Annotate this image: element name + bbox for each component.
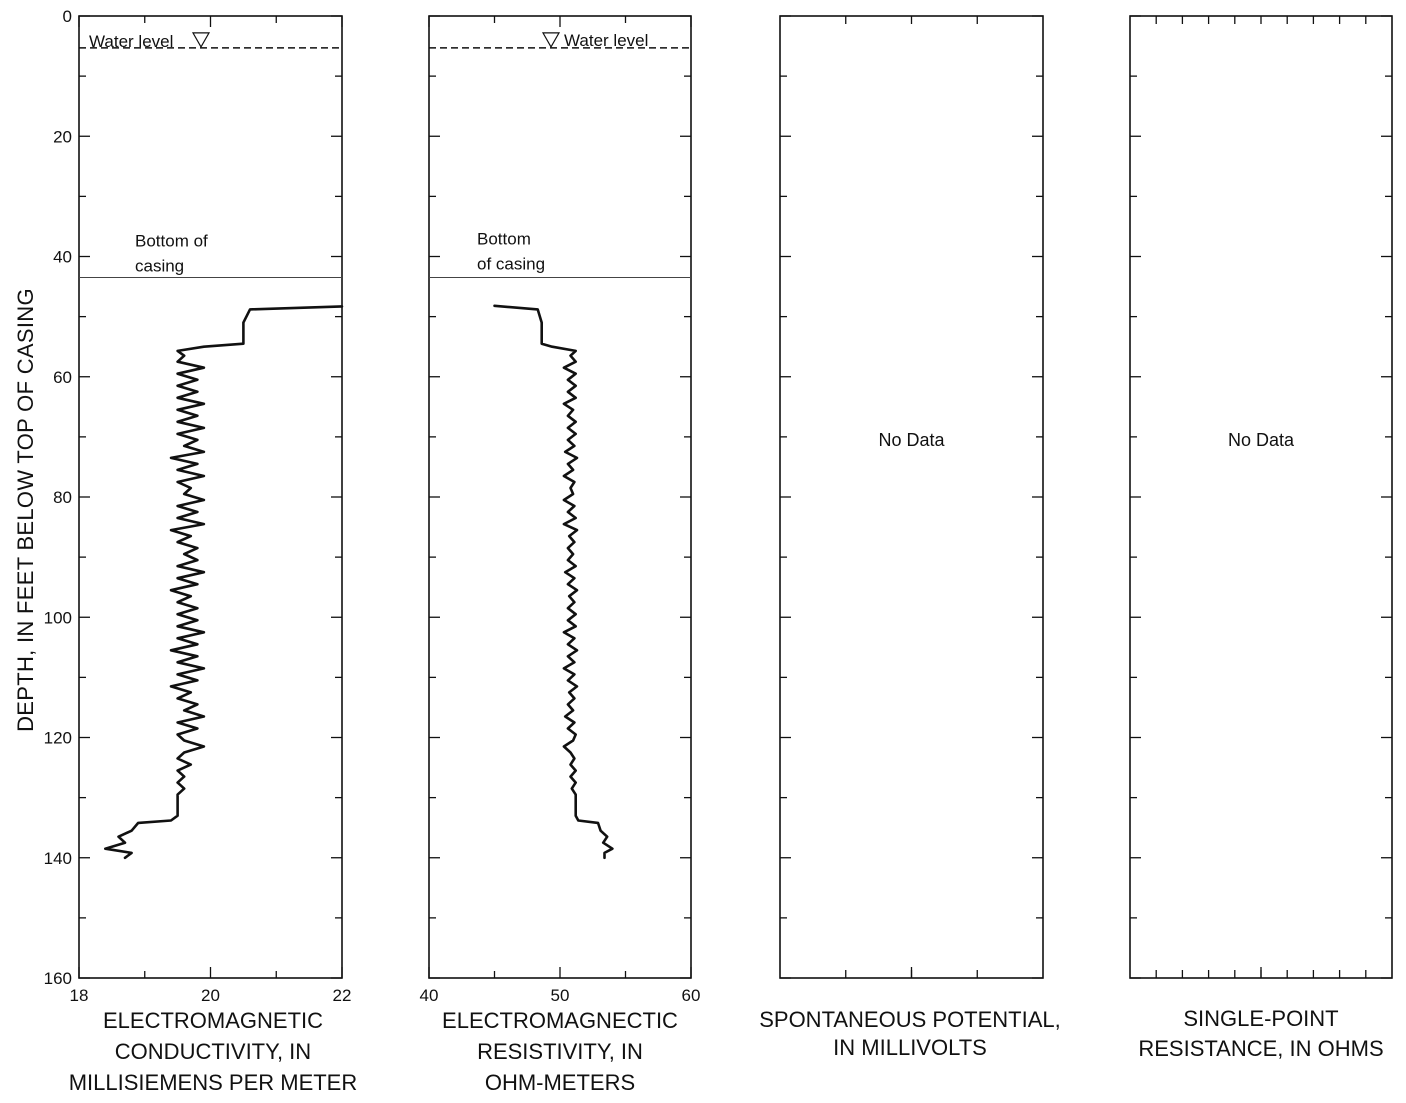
- x-axis-label-line: SINGLE-POINT: [1183, 1006, 1339, 1031]
- x-axis-label-line: MILLISIEMENS PER METER: [68, 1070, 358, 1095]
- x-tick-label: 40: [420, 986, 439, 1005]
- casing-label: Bottom of: [135, 232, 208, 251]
- panel-resistivity: 40 50 60 Water level Bottom of casing: [420, 15, 701, 1005]
- y-tick-label: 100: [44, 608, 72, 627]
- y-tick-label: 40: [53, 248, 72, 267]
- x-axis-label-line: ELECTROMAGNECTIC: [442, 1008, 678, 1033]
- y-axis-label: DEPTH, IN FEET BELOW TOP OF CASING: [13, 288, 38, 732]
- casing-label: Bottom: [477, 230, 531, 249]
- x-axis-label-line: ELECTROMAGNETIC: [102, 1008, 324, 1033]
- y-tick-label: 120: [44, 729, 72, 748]
- panel-frame: [1129, 15, 1393, 979]
- y-tick-label: 140: [44, 849, 72, 868]
- panel-frame: [78, 15, 343, 979]
- y-tick-label: 80: [53, 488, 72, 507]
- x-axis-label-single-point-resistance: SINGLE-POINT RESISTANCE, IN OHMS: [1118, 1004, 1404, 1064]
- no-data-label: No Data: [878, 430, 945, 450]
- casing-label: casing: [135, 257, 184, 276]
- panel-single-point-resistance: No Data: [1129, 15, 1393, 979]
- x-tick-label: 22: [333, 986, 352, 1005]
- y-tick-label: 20: [53, 127, 72, 146]
- y-tick-label: 160: [44, 969, 72, 988]
- water-level-triangle-icon: [541, 32, 561, 49]
- panel-spontaneous-potential: No Data: [779, 15, 1044, 979]
- x-axis-label-resistivity: ELECTROMAGNECTIC RESISTIVITY, IN OHM-MET…: [420, 1005, 700, 1098]
- x-tick-label: 18: [70, 986, 89, 1005]
- y-tick-label: 60: [53, 368, 72, 387]
- panel-frame: [428, 15, 692, 979]
- y-tick-label: 0: [63, 7, 72, 26]
- x-axis-label-line: RESISTANCE, IN OHMS: [1138, 1036, 1384, 1061]
- log-curve-resistivity: [493, 304, 614, 860]
- casing-label: of casing: [477, 255, 545, 274]
- x-tick-label: 20: [201, 986, 220, 1005]
- no-data-label: No Data: [1228, 430, 1295, 450]
- water-level-label: Water level: [564, 31, 648, 50]
- x-axis-label-line: CONDUCTIVITY, IN: [114, 1039, 312, 1064]
- panel-frame: [779, 15, 1044, 979]
- x-axis-label-spontaneous-potential: SPONTANEOUS POTENTIAL, IN MILLIVOLTS: [730, 1006, 1090, 1062]
- x-axis-label-line: RESISTIVITY, IN: [477, 1039, 643, 1064]
- water-level-label: Water level: [89, 32, 173, 51]
- x-tick-label: 50: [551, 986, 570, 1005]
- water-level-triangle-icon: [191, 32, 211, 49]
- x-axis-label-line: SPONTANEOUS POTENTIAL,: [759, 1007, 1061, 1032]
- x-axis-label-conductivity: ELECTROMAGNETIC CONDUCTIVITY, IN MILLISI…: [58, 1005, 368, 1098]
- x-axis-label-line: IN MILLIVOLTS: [833, 1035, 987, 1060]
- x-tick-label: 60: [682, 986, 701, 1005]
- log-curve-conductivity: [104, 305, 344, 860]
- x-axis-label-line: OHM-METERS: [484, 1070, 636, 1095]
